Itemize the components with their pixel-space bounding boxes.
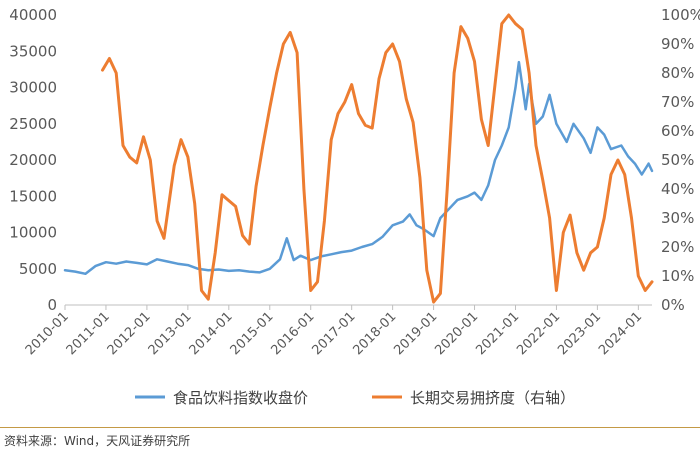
left-axis-tick-label: 10000 bbox=[9, 224, 57, 242]
left-axis-tick-label: 0 bbox=[47, 296, 57, 314]
x-axis-tick-label: 2018-01 bbox=[350, 309, 399, 358]
right-axis-tick-label: 100% bbox=[661, 6, 700, 24]
left-axis-tick-label: 15000 bbox=[9, 187, 57, 205]
x-axis-tick-label: 2010-01 bbox=[23, 309, 72, 358]
x-axis-tick-label: 2022-01 bbox=[514, 309, 563, 358]
x-axis-tick-label: 2013-01 bbox=[146, 309, 195, 358]
source-divider bbox=[0, 427, 700, 428]
left-axis-tick-label: 25000 bbox=[9, 115, 57, 133]
x-axis-tick-label: 2011-01 bbox=[64, 309, 113, 358]
x-axis-tick-label: 2017-01 bbox=[309, 309, 358, 358]
x-axis-tick-label: 2019-01 bbox=[391, 309, 440, 358]
x-axis-tick-label: 2016-01 bbox=[269, 309, 318, 358]
right-axis-tick-label: 60% bbox=[661, 122, 694, 140]
x-axis-tick-label: 2012-01 bbox=[105, 309, 154, 358]
left-axis-tick-label: 5000 bbox=[19, 260, 57, 278]
left-axis-tick-label: 35000 bbox=[9, 42, 57, 60]
right-axis-tick-label: 20% bbox=[661, 238, 694, 256]
right-axis-tick-label: 0% bbox=[661, 296, 685, 314]
chart: 0 5000 10000 15000 20000 25000 30000 35000 40000… bbox=[9, 6, 700, 407]
x-axis-tick-label: 2023-01 bbox=[555, 309, 604, 358]
x-axis-tick-label: 2021-01 bbox=[473, 309, 522, 358]
right-axis-tick-label: 80% bbox=[661, 64, 694, 82]
left-axis-ticks: 0 5000 10000 15000 20000 25000 30000 35000 40000 bbox=[9, 6, 57, 314]
right-axis-tick-label: 70% bbox=[661, 93, 694, 111]
legend-label-crowding: 长期交易拥挤度（右轴） bbox=[410, 389, 575, 407]
left-axis-tick-label: 20000 bbox=[9, 151, 57, 169]
x-axis-tick-label: 2020-01 bbox=[432, 309, 481, 358]
right-axis-tick-label: 30% bbox=[661, 209, 694, 227]
left-axis-tick-label: 40000 bbox=[9, 6, 57, 24]
right-axis-tick-label: 40% bbox=[661, 180, 694, 198]
right-axis-ticks: 0% 10% 20% 30% 40% 50% 60% 70% 80% 90% 100% bbox=[661, 6, 700, 314]
right-axis-tick-label: 90% bbox=[661, 35, 694, 53]
x-axis-tick-label: 2024-01 bbox=[596, 309, 645, 358]
x-axis-tick-label: 2014-01 bbox=[187, 309, 236, 358]
source-note: 资料来源：Wind，天风证券研究所 bbox=[4, 434, 191, 448]
right-axis-tick-label: 10% bbox=[661, 267, 694, 285]
series-line-crowding bbox=[101, 13, 654, 304]
legend: 食品饮料指数收盘价 长期交易拥挤度（右轴） bbox=[135, 389, 575, 407]
series-lines bbox=[63, 13, 654, 304]
series-line-index-close bbox=[63, 60, 654, 276]
x-axis-ticks: 2010-012011-012012-012013-012014-012015-… bbox=[23, 305, 645, 358]
right-axis-tick-label: 50% bbox=[661, 151, 694, 169]
x-axis-tick-label: 2015-01 bbox=[228, 309, 277, 358]
legend-label-index-close: 食品饮料指数收盘价 bbox=[173, 389, 308, 407]
left-axis-tick-label: 30000 bbox=[9, 79, 57, 97]
